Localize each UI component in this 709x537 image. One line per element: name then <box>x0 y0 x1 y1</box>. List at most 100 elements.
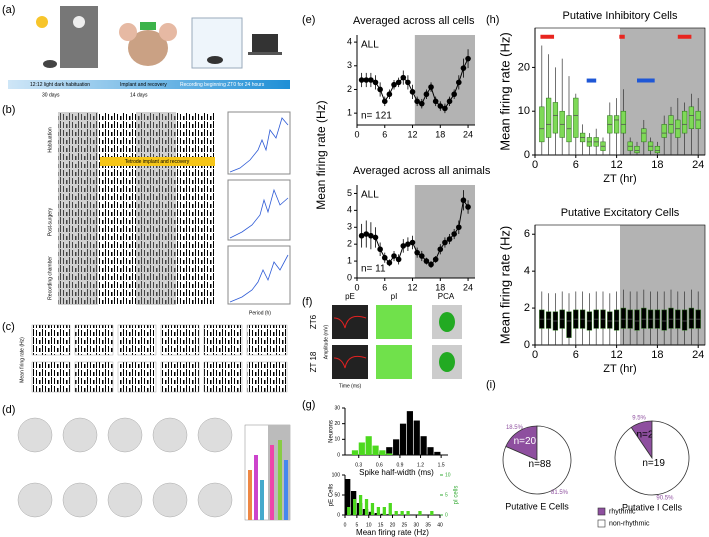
annotation: ALL <box>361 40 379 51</box>
x-tick-label: 25 <box>402 522 408 528</box>
box <box>661 124 667 138</box>
point <box>358 77 365 83</box>
y-axis-label: Mean firing rate (Hz) <box>314 100 328 209</box>
point <box>391 253 397 259</box>
box <box>613 309 620 331</box>
column-label: pI <box>391 292 398 301</box>
panel-c: Mean firing rate (Hz) <box>19 324 288 393</box>
dark-shade <box>136 112 176 305</box>
y2-tick-label: 0 <box>445 512 448 518</box>
waveform <box>332 305 368 339</box>
y-tick-label: 4 <box>524 265 530 277</box>
actogram <box>58 112 216 305</box>
point <box>465 204 471 210</box>
point <box>372 234 379 241</box>
point <box>400 74 407 81</box>
point <box>437 246 444 253</box>
implant <box>140 22 156 30</box>
y-tick-label: 20 <box>518 61 530 73</box>
legend-swatch <box>597 519 606 528</box>
point <box>456 224 462 231</box>
box <box>545 311 552 329</box>
point <box>446 236 453 242</box>
row-label: ZT 18 <box>309 351 318 372</box>
histogram-bar <box>358 442 365 455</box>
histogram-bar <box>418 511 422 515</box>
y-tick-label: 2 <box>347 84 352 94</box>
pie-slice <box>502 425 572 495</box>
moon <box>73 16 85 28</box>
x-tick-label: 40 <box>437 522 443 528</box>
panel-label: (e) <box>302 14 315 26</box>
histogram-bar <box>406 411 413 455</box>
row-label: Recording chamber <box>47 256 53 300</box>
y-tick-label: 1 <box>347 108 352 118</box>
legend-label: non-rhythmic <box>609 520 650 527</box>
axis-label: Period (h) <box>249 310 271 316</box>
histogram-bar <box>379 450 386 455</box>
chart-title: Averaged across all cells <box>353 15 475 27</box>
pca-cluster <box>439 352 455 372</box>
box <box>620 110 627 134</box>
histogram-bar <box>353 499 357 515</box>
axis-label: Amplitude (mV) <box>323 324 329 359</box>
box <box>654 145 661 154</box>
panel-label: (g) <box>302 399 315 411</box>
periodogram <box>227 111 291 175</box>
row-label: Post-surgery <box>47 207 53 236</box>
histogram-bar <box>434 451 441 455</box>
histogram-bar <box>406 511 410 515</box>
histogram-bar <box>382 507 386 515</box>
waveform <box>332 345 368 379</box>
x-tick-label: 12 <box>408 129 418 139</box>
histogram-bar <box>420 436 427 455</box>
histogram-bar <box>347 507 351 515</box>
histogram-bar <box>393 439 400 455</box>
point <box>432 256 439 263</box>
x-tick-label: 18 <box>651 159 663 171</box>
histogram-bar <box>365 436 372 455</box>
point <box>377 86 383 93</box>
x-tick-label: 12 <box>408 282 418 292</box>
box <box>661 309 667 331</box>
timeline <box>8 80 290 89</box>
count-label: n=2 <box>636 430 653 441</box>
y2-axis-label: pI cells <box>454 486 460 505</box>
percent-label: 81.5% <box>551 490 569 496</box>
y-tick-label: 0 <box>347 272 352 282</box>
x-axis-label: ZT (hr) <box>603 363 636 375</box>
mouse <box>43 60 57 68</box>
ear <box>159 23 177 41</box>
x-tick-label: 5 <box>355 522 358 528</box>
panel-label: (i) <box>486 379 496 391</box>
point <box>405 241 411 247</box>
point <box>428 261 434 268</box>
timeline-stage: 12:12 light dark habituation <box>30 82 90 88</box>
histogram-bar <box>370 503 375 515</box>
box <box>613 115 620 134</box>
percent-label: 18.5% <box>506 425 524 431</box>
x-tick-label: 0.3 <box>355 462 362 468</box>
histogram-bar <box>388 503 392 515</box>
point <box>460 197 467 204</box>
box <box>539 106 545 143</box>
y-axis-label: Neurons <box>329 420 335 443</box>
x-tick-label: 1.2 <box>417 462 424 468</box>
column-label: PCA <box>438 292 455 301</box>
x-tick-label: 0 <box>354 129 359 139</box>
point <box>428 84 434 90</box>
box <box>634 309 640 331</box>
waveform <box>376 345 412 379</box>
box <box>620 307 627 329</box>
point <box>400 243 407 249</box>
histogram-bar <box>430 511 434 515</box>
laptop <box>252 34 278 52</box>
chart-title: Averaged across all animals <box>353 165 491 177</box>
histogram-bar <box>351 450 359 455</box>
box <box>641 307 647 329</box>
x-tick-label: 0 <box>354 282 359 292</box>
chart-title: Putative Inhibitory Cells <box>563 10 678 22</box>
point <box>423 91 430 98</box>
count-label: n=88 <box>529 459 552 470</box>
x-tick-label: 6 <box>573 349 579 361</box>
